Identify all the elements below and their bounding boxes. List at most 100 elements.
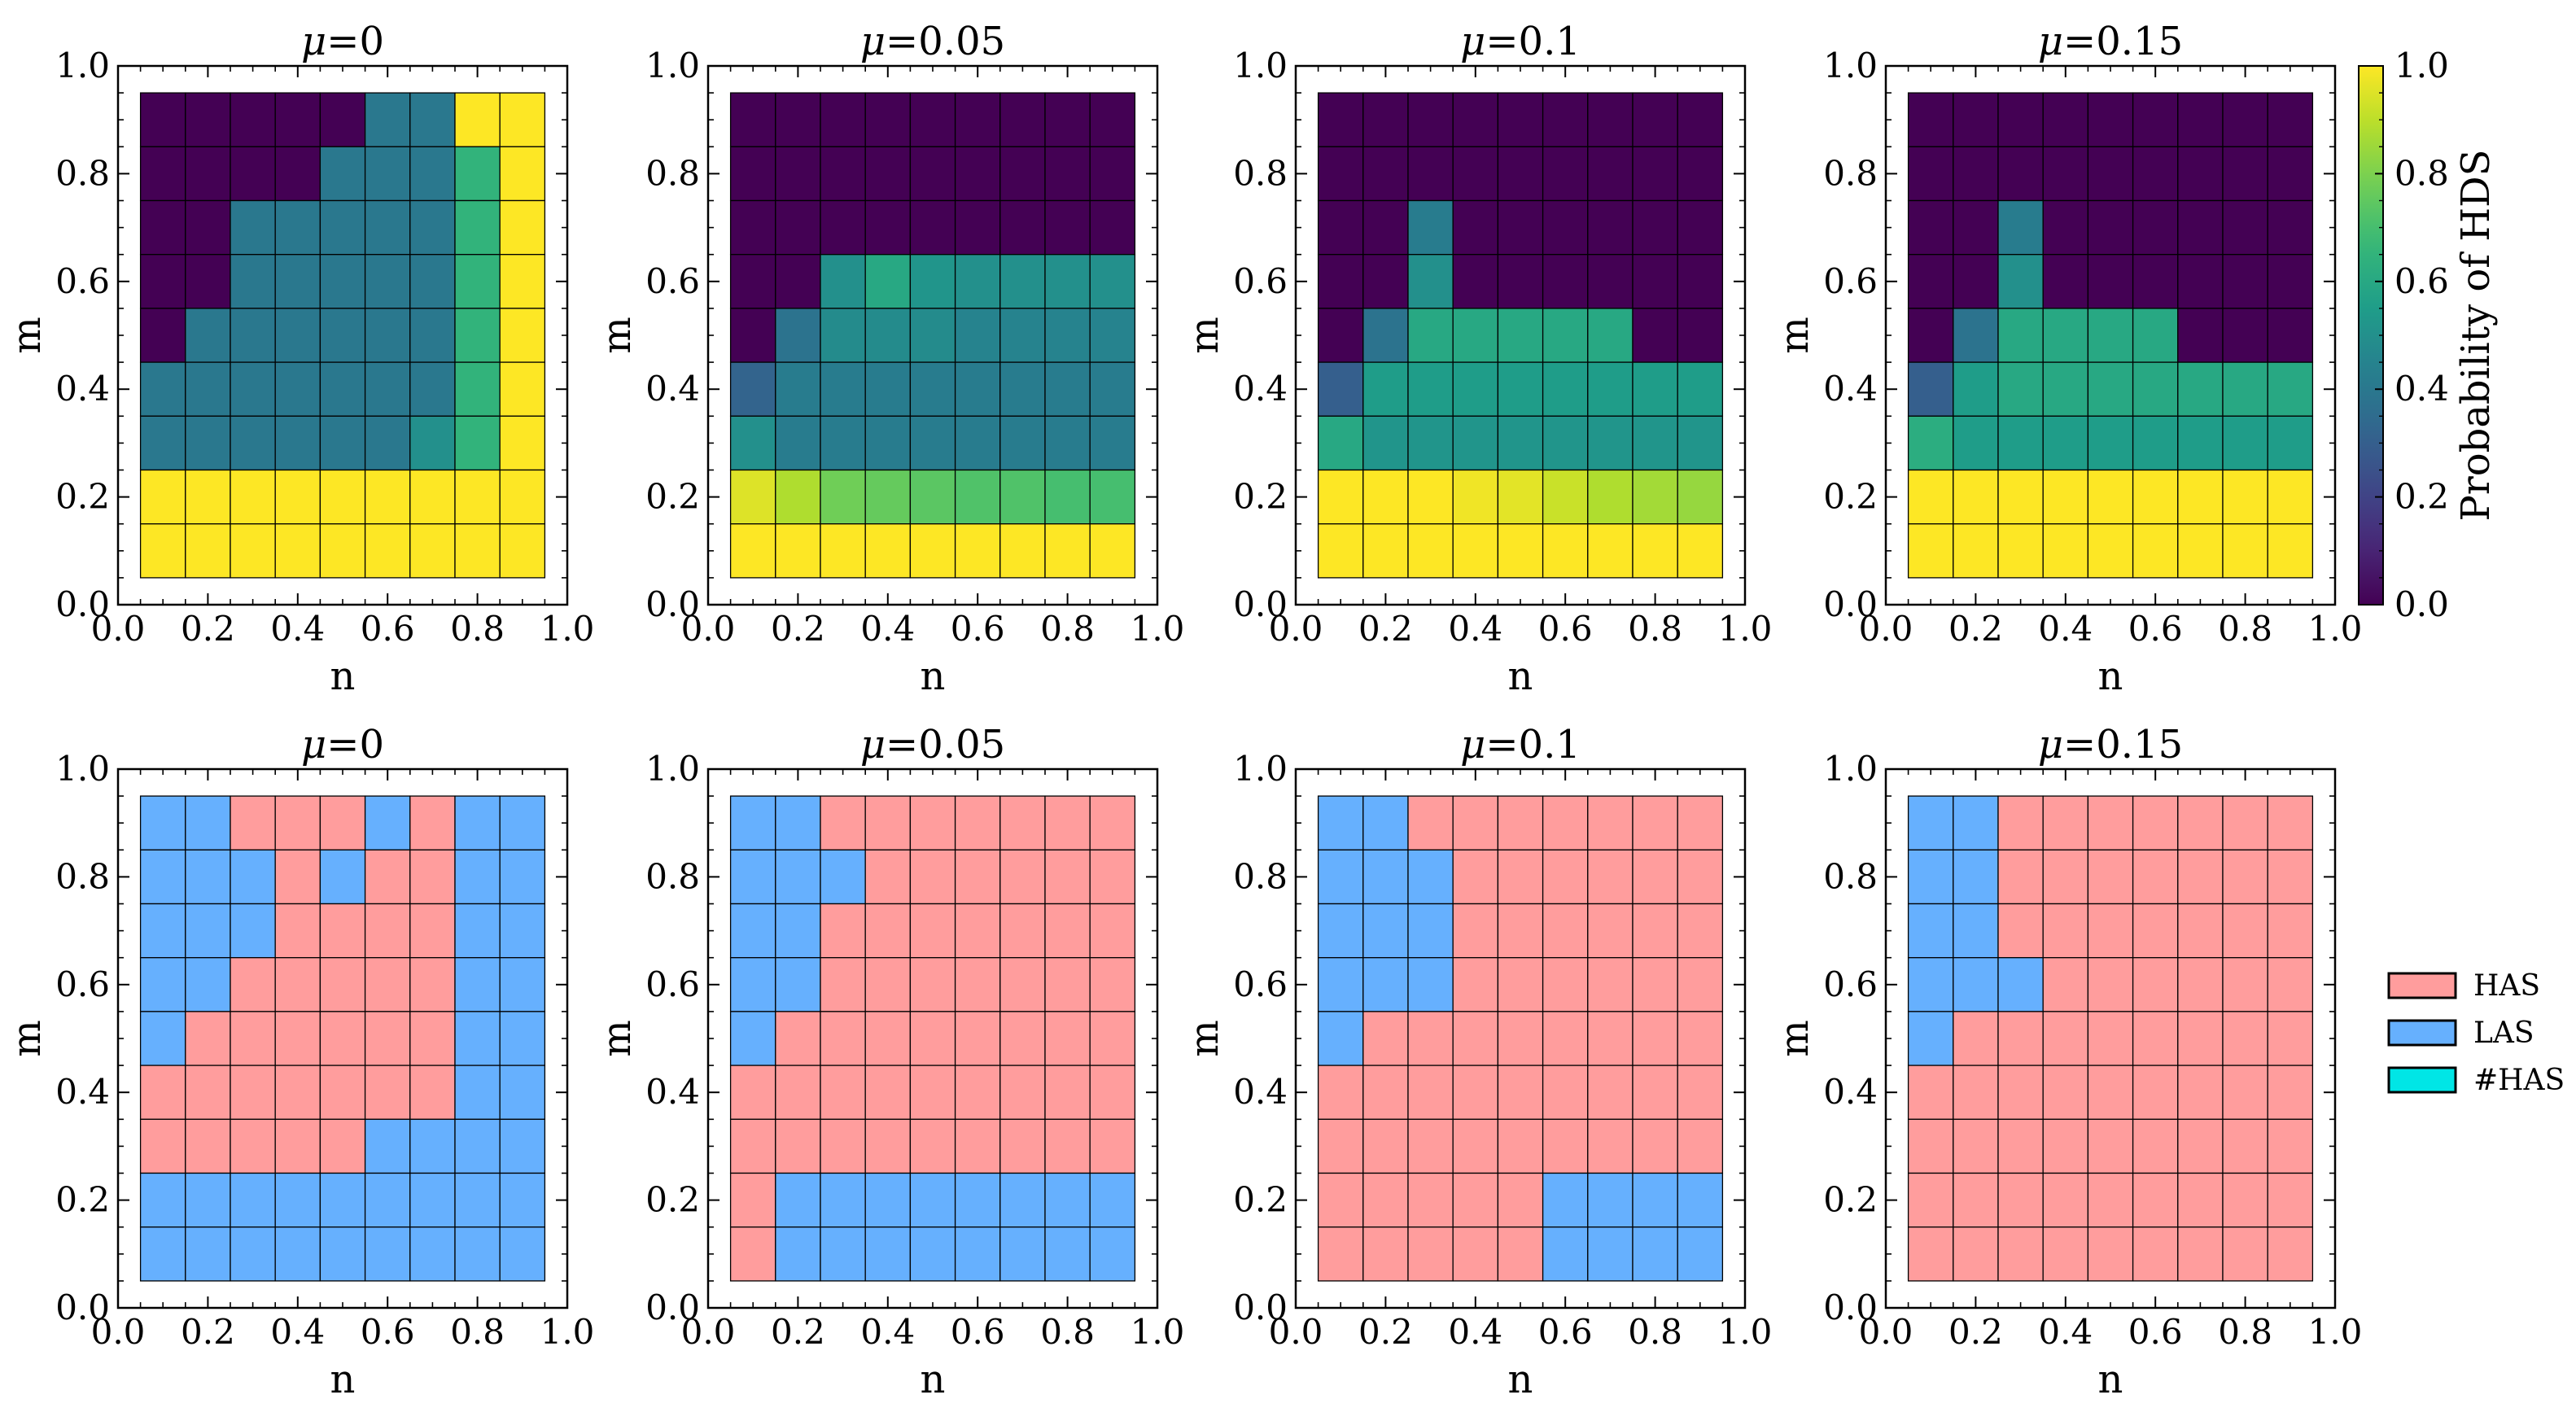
heatmap-cell (1452, 849, 1499, 905)
heatmap-cell (2132, 308, 2179, 363)
heatmap-cell (499, 1118, 546, 1174)
y-axis-label: m (1182, 317, 1227, 354)
heatmap-cell (274, 1118, 321, 1174)
heatmap-cell (319, 1118, 366, 1174)
heatmap-cell (1953, 199, 1999, 256)
heatmap-cell (1452, 1226, 1499, 1282)
heatmap-cell (864, 1226, 912, 1282)
heatmap-cell (1362, 849, 1409, 905)
heatmap-cell (139, 146, 186, 202)
heatmap-cell (230, 1065, 276, 1120)
x-tick-label: 0.6 (1538, 609, 1593, 649)
heatmap-cell (864, 523, 912, 579)
y-tick-label: 0.0 (55, 1288, 110, 1327)
heatmap-cell (1587, 523, 1634, 579)
title-symbol: μ (1460, 19, 1485, 64)
heatmap-cell (1089, 1172, 1136, 1228)
heatmap-cell (2042, 92, 2089, 147)
heatmap-cell (1089, 849, 1136, 905)
heatmap-cell (1907, 146, 1954, 202)
heatmap-cell (185, 523, 231, 579)
heatmap-cell (1587, 146, 1634, 202)
heatmap-cell (319, 308, 366, 363)
prob-panel-2: 0.00.0 0.2 0.2 0.4 0.4 0.6 0.6 0.8 0.8 1.0 1.0 n m μ=… (1182, 19, 1772, 699)
heatmap-cell (729, 1118, 776, 1174)
heatmap-cell (499, 199, 546, 256)
heatmap-cell (1362, 469, 1409, 525)
heatmap-cell (499, 523, 546, 579)
x-axis-label: n (1508, 654, 1533, 699)
y-axis-label: m (594, 317, 640, 354)
heatmap-cell (909, 361, 956, 417)
state-panel-0: 0.00.0 0.2 0.2 0.4 0.4 0.6 0.6 0.8 0.8 1.0 1.0 n m μ=… (4, 722, 594, 1402)
x-tick-label: 0.6 (951, 609, 1005, 649)
heatmap-cell (1497, 199, 1544, 256)
y-tick-label: 0.2 (1233, 1180, 1288, 1220)
heatmap-cell (1044, 1226, 1091, 1282)
heatmap-cell (2132, 199, 2179, 256)
heatmap-cell (1317, 957, 1364, 1012)
heatmap-cell (775, 308, 821, 363)
heatmap-cell (2042, 957, 2089, 1012)
heatmap-cell (1953, 92, 1999, 147)
heatmap-cell (864, 146, 912, 202)
heatmap-cell (820, 361, 866, 417)
x-tick-label: 1.0 (1718, 1312, 1773, 1352)
heatmap-cell (1044, 92, 1091, 147)
x-tick-label: 0.2 (771, 609, 825, 649)
title-symbol: μ (301, 722, 326, 767)
heatmap-cell (729, 903, 776, 959)
heatmap-cell (909, 308, 956, 363)
heatmap-cell (1587, 415, 1634, 471)
title-value: =0.1 (1485, 722, 1581, 767)
heatmap-cell (1907, 415, 1954, 471)
heatmap-cell (954, 903, 1001, 959)
heatmap-cell (274, 795, 321, 850)
y-tick-label: 0.8 (55, 856, 110, 896)
heatmap-cell (1677, 1172, 1724, 1228)
heatmap-cell (820, 308, 866, 363)
heatmap-cell (2042, 1226, 2089, 1282)
heatmap-cell (319, 523, 366, 579)
heatmap-cell (820, 415, 866, 471)
heatmap-cell (1497, 469, 1544, 525)
heatmap-cell (954, 1226, 1001, 1282)
heatmap-cell (2267, 795, 2314, 850)
heatmap-cell (230, 254, 276, 309)
heatmap-cell (139, 469, 186, 525)
heatmap-cell (2222, 1065, 2268, 1120)
heatmap-cell (1587, 795, 1634, 850)
heatmap-cell (454, 795, 501, 850)
heatmap-cell (1587, 1011, 1634, 1066)
heatmap-cell (1362, 1011, 1409, 1066)
x-tick-label: 0.4 (2038, 609, 2093, 649)
heatmap-cell (1317, 199, 1364, 256)
heatmap-cell (139, 849, 186, 905)
heatmap-cell (499, 849, 546, 905)
heatmap-cell (364, 1065, 411, 1120)
heatmap-cell (864, 957, 912, 1012)
heatmap-cell (1677, 1011, 1724, 1066)
heatmap-cell (2132, 903, 2179, 959)
heatmap-cell (1407, 903, 1454, 959)
heatmap-cell (2222, 903, 2268, 959)
heatmap-cell (1497, 254, 1544, 309)
heatmap-cell (1542, 415, 1589, 471)
heatmap-cell (1362, 523, 1409, 579)
heatmap-cell (499, 903, 546, 959)
heatmap-cell (364, 523, 411, 579)
heatmap-cell (499, 469, 546, 525)
heatmap-cell (954, 849, 1001, 905)
y-tick-label: 0.8 (1823, 856, 1878, 896)
heatmap-cell (1587, 308, 1634, 363)
heatmap-cell (139, 1118, 186, 1174)
y-axis-label: m (4, 1020, 50, 1057)
heatmap-cell (2267, 1065, 2314, 1120)
heatmap-cell (909, 795, 956, 850)
legend-label: #HAS (2473, 1064, 2565, 1097)
heatmap-cell (2132, 1011, 2179, 1066)
heatmap-cell (864, 1172, 912, 1228)
heatmap-cell (1089, 146, 1136, 202)
heatmap-cell (1632, 795, 1678, 850)
heatmap-cell (909, 1226, 956, 1282)
